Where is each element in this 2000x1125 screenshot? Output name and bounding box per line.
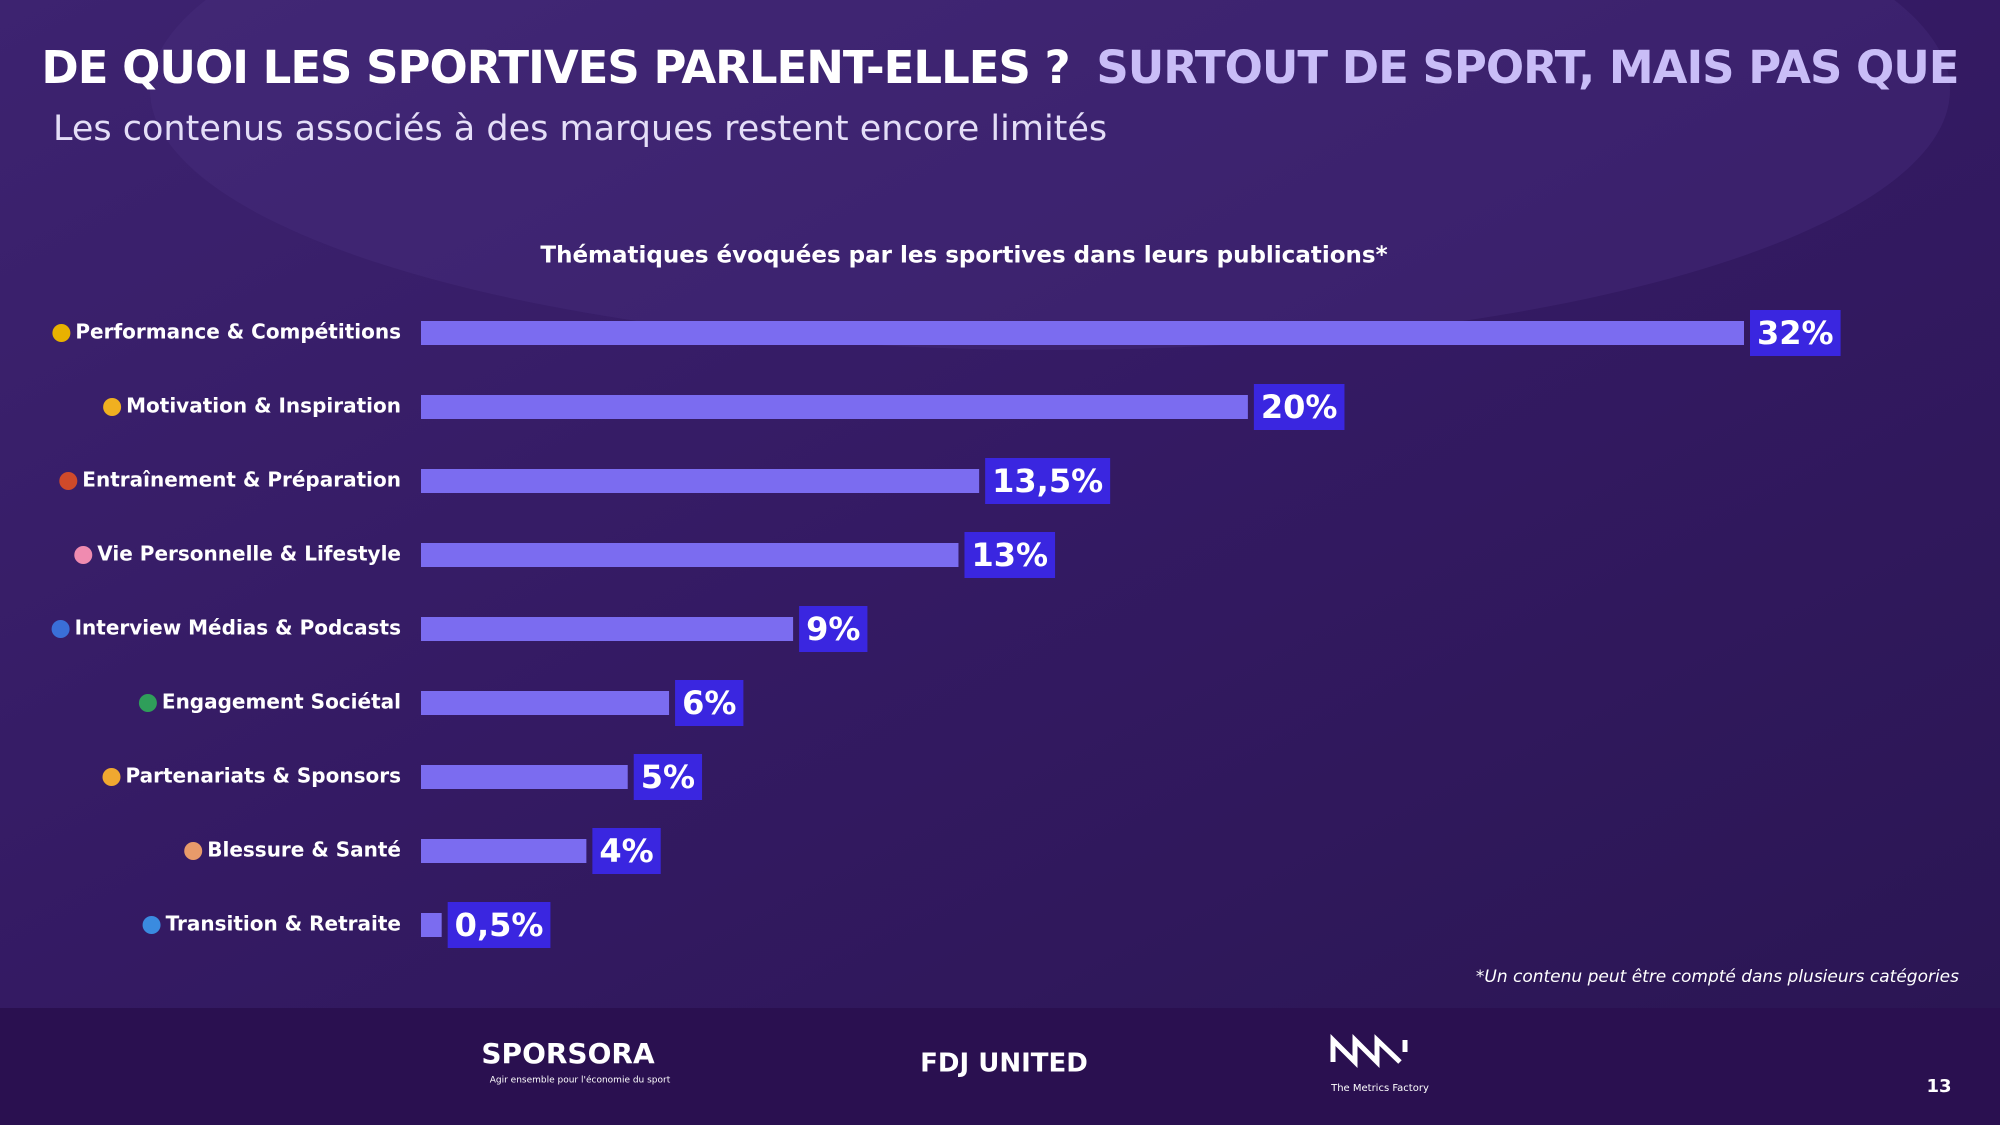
bar [421,617,794,641]
bar [421,839,587,863]
category-label: Interview Médias & Podcasts [75,616,401,640]
bar [421,395,1248,419]
category-icon [52,324,71,342]
value-label: 0,5% [455,906,544,944]
category-icon [102,768,121,786]
logo-sporsora: SPORSORA [481,1037,655,1070]
logo-fdj: FDJ UNITED [920,1049,1088,1079]
bar [421,321,1744,345]
category-label: Partenariats & Sponsors [126,764,402,788]
bar [421,913,442,937]
value-label: 32% [1757,314,1834,352]
value-label-box [1253,384,1345,430]
stadium-glow [150,0,1950,350]
category-label: Blessure & Santé [207,838,401,862]
category-icon [184,842,203,860]
category-icon [138,694,157,712]
logo-sporsora-tagline: Agir ensemble pour l'économie du sport [490,1075,671,1086]
footer-band [0,1008,2000,1125]
logo-metrics: The Metrics Factory [1330,1083,1429,1094]
category-label: Transition & Retraite [166,912,401,936]
value-label-box [675,680,744,726]
value-label: 6% [682,684,736,722]
category-label: Performance & Compétitions [75,320,401,344]
bar [421,691,670,715]
value-label: 13% [971,536,1048,574]
footnote: *Un contenu peut être compté dans plusie… [1476,967,1959,987]
category-icon [103,398,122,416]
title-main: DE QUOI LES SPORTIVES PARLENT-ELLES ? [41,41,1069,94]
value-label-box [592,828,661,874]
value-label-box [964,532,1056,578]
value-label-box [985,458,1111,504]
value-label-box [447,902,551,948]
category-icon [59,472,78,490]
value-label: 13,5% [992,462,1103,500]
category-label: Engagement Sociétal [162,690,401,714]
subtitle: Les contenus associés à des marques rest… [53,109,1107,149]
value-label-box [1750,310,1841,356]
value-label: 4% [599,832,653,870]
bar [421,469,980,493]
page-number: 13 [1926,1076,1951,1097]
category-icon [51,620,70,638]
chart-title: Thématiques évoquées par les sportives d… [540,243,1387,269]
value-label-box [799,606,868,652]
category-label: Motivation & Inspiration [126,394,401,418]
bar [421,543,959,567]
value-label: 9% [806,610,860,648]
category-icon [74,546,93,564]
title: DE QUOI LES SPORTIVES PARLENT-ELLES ? SU… [41,41,1958,94]
value-label-box [633,754,703,800]
category-icon [142,916,161,934]
category-label: Entraînement & Préparation [82,468,401,492]
category-label: Vie Personnelle & Lifestyle [97,542,401,566]
title-highlight: SURTOUT DE SPORT, MAIS PAS QUE [1096,41,1958,94]
value-label: 5% [641,758,695,796]
value-label: 20% [1261,388,1338,426]
logo-metrics-icon [1330,1033,1408,1069]
bar [421,765,628,789]
